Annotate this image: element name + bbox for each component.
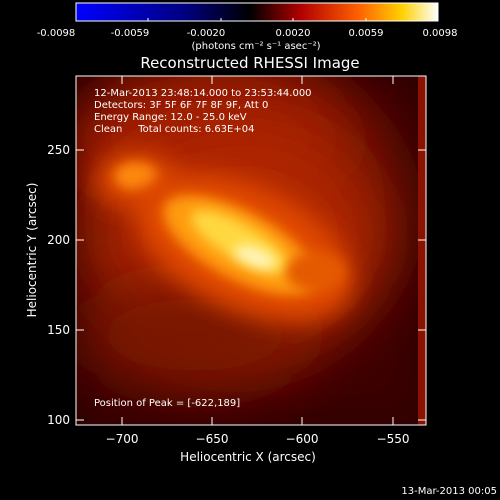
colorbar-tick-label-4: 0.0020 [276,28,311,39]
x-tick-label-3: −600 [286,432,319,446]
colorbar-bar [75,2,439,22]
y-tick-label-4: 250 [47,143,70,157]
chart-title: Reconstructed RHESSI Image [140,54,359,72]
colorbar-ticks [75,18,439,21]
colorbar-tick-label-6: 0.0098 [423,28,458,39]
main-arc-source [137,173,353,323]
right-edge-strip [418,76,426,425]
y-axis-label: Heliocentric Y (arcsec) [25,183,39,318]
annotation-block: 12-Mar-2013 23:48:14.000 to 23:53:44.000… [94,88,312,409]
footer-timestamp: 13-Mar-2013 00:05 [401,486,497,497]
main-arc-tail [286,252,346,292]
plot-frame [75,75,427,426]
x-tick-label-1: −700 [106,432,139,446]
y-tick-label-2: 150 [47,323,70,337]
y-axis: 100 150 200 250 Heliocentric Y (arcsec) [25,143,426,427]
heatmap-image [76,76,426,425]
x-tick-label-2: −650 [196,432,229,446]
x-axis-label: Heliocentric X (arcsec) [180,450,316,464]
y-tick-label-1: 100 [47,413,70,427]
annotation-total-counts: Clean Total counts: 6.63E+04 [94,124,254,135]
annotation-energy-range: Energy Range: 12.0 - 25.0 keV [94,112,247,123]
annotation-time-range: 12-Mar-2013 23:48:14.000 to 23:53:44.000 [94,88,312,99]
annotation-detectors: Detectors: 3F 5F 6F 7F 8F 9F, Att 0 [94,100,268,111]
x-axis: −700 −650 −600 −550 Heliocentric X (arcs… [106,76,410,464]
colorbar-unit-label: (photons cm⁻² s⁻¹ asec⁻²) [191,41,320,52]
colorbar-tick-label-2: -0.0059 [111,28,150,39]
plot-area [75,75,427,426]
y-tick-label-3: 200 [47,233,70,247]
colorbar: -0.0098 -0.0059 -0.0020 0.0020 0.0059 0.… [37,2,458,52]
colorbar-tick-label-1: -0.0098 [37,28,76,39]
secondary-source-core [114,162,158,190]
main-arc-core [234,245,276,269]
colorbar-tick-label-3: -0.0020 [187,28,226,39]
colorbar-tick-label-5: 0.0059 [349,28,384,39]
x-tick-label-4: −550 [377,432,410,446]
peak-position-label: Position of Peak = [-622,189] [94,398,240,409]
